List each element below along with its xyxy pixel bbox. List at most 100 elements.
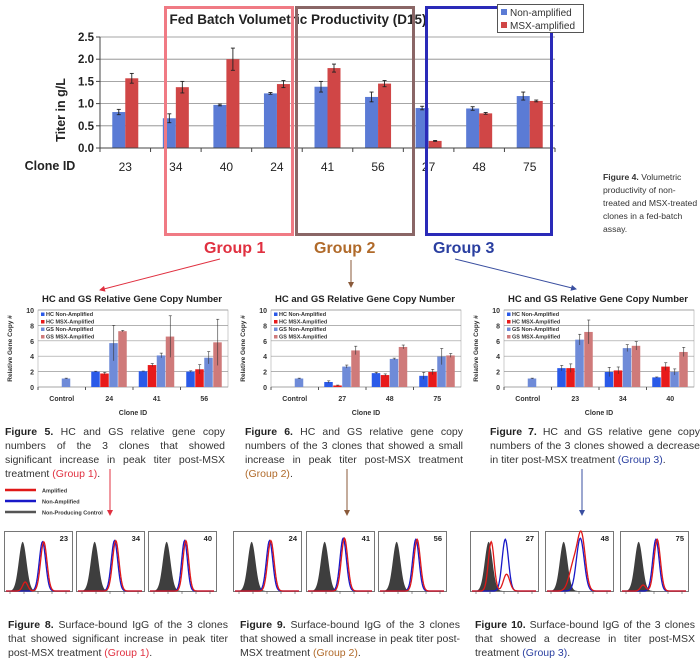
bar-non-amplified bbox=[365, 96, 379, 148]
group2-box bbox=[295, 6, 415, 236]
control-histogram bbox=[547, 541, 611, 591]
bar-non-amplified bbox=[314, 86, 328, 148]
fig6-caption-label: Figure 6. bbox=[245, 426, 293, 438]
chart-title: HC and GS Relative Gene Copy Number bbox=[275, 294, 455, 305]
legend-label: HC MSX-Amplified bbox=[46, 320, 94, 326]
bar-hc-msx-amplified bbox=[100, 373, 109, 387]
y-tick-label: 4 bbox=[263, 354, 267, 361]
bar-gs-msx-amplified bbox=[446, 355, 455, 387]
y-tick-label: 2.5 bbox=[78, 32, 95, 44]
fig7-caption-text: HC and GS relative gene copy numbers of … bbox=[490, 426, 700, 466]
x-tick-label: 56 bbox=[200, 396, 208, 403]
x-tick-label: Control bbox=[49, 396, 74, 403]
x-tick-label: 48 bbox=[472, 160, 486, 174]
legend-swatch bbox=[41, 335, 45, 339]
y-tick-label: 0 bbox=[30, 385, 34, 392]
fig5-caption: Figure 5. HC and GS relative gene copy n… bbox=[5, 425, 225, 481]
y-tick-label: 2 bbox=[496, 370, 500, 377]
x-tick-label: 41 bbox=[321, 160, 335, 174]
legend-swatch bbox=[507, 335, 511, 339]
fig9-group-ref: (Group 2) bbox=[312, 647, 358, 659]
y-tick-label: 10 bbox=[26, 308, 34, 315]
bar-non-amplified bbox=[263, 93, 277, 148]
control-histogram bbox=[235, 541, 299, 591]
bar-msx-amplified bbox=[378, 83, 392, 148]
fig8-caption: Figure 8. Surface-bound IgG of the 3 clo… bbox=[8, 618, 228, 660]
clone-label: 75 bbox=[676, 534, 684, 543]
x-tick-label: Control bbox=[515, 396, 540, 403]
y-tick-label: 1.5 bbox=[78, 76, 95, 88]
bar-hc-non-amplified bbox=[186, 371, 195, 387]
control-histogram bbox=[622, 541, 686, 591]
fig4-legend: Non-amplified MSX-amplified bbox=[497, 4, 584, 33]
y-tick-label: 0.0 bbox=[78, 143, 94, 155]
bar-hc-non-amplified bbox=[652, 377, 661, 387]
fig9-caption-label: Figure 9. bbox=[240, 619, 286, 631]
amplified-curve bbox=[622, 538, 686, 592]
group1-label: Group 1 bbox=[204, 240, 266, 257]
histogram-panel-34: 34 bbox=[76, 531, 145, 594]
fig8-caption-label: Figure 8. bbox=[8, 619, 54, 631]
fig4-chart: Fed Batch Volumetric Productivity (D15) … bbox=[25, 4, 584, 236]
x-tick-label: 48 bbox=[386, 396, 394, 403]
bar-gs-msx-amplified bbox=[118, 331, 127, 387]
x-axis-label: Clone ID bbox=[119, 410, 147, 417]
x-tick-label: 34 bbox=[619, 396, 627, 403]
bar-msx-amplified bbox=[226, 59, 240, 149]
y-axis-label: Relative Gene Copy # bbox=[473, 315, 480, 382]
legend-label: HC Non-Amplified bbox=[279, 312, 326, 318]
clone-label: 24 bbox=[289, 534, 298, 543]
fig5-chart: HC and GS Relative Gene Copy Number02468… bbox=[7, 294, 229, 417]
histogram-panel-27: 27 bbox=[470, 531, 539, 594]
group3-box bbox=[425, 6, 553, 236]
bar-gs-non-amplified bbox=[575, 339, 584, 387]
y-tick-label: 0 bbox=[496, 385, 500, 392]
fig4-caption: Figure 4. Volumetric productivity of non… bbox=[603, 171, 700, 236]
fig6-chart: HC and GS Relative Gene Copy Number 0 2 4 6 8… bbox=[240, 294, 462, 417]
legend-label: GS Non-Amplified bbox=[46, 327, 93, 333]
clone-label: 23 bbox=[60, 534, 68, 543]
group3-arrow bbox=[454, 258, 577, 291]
fig5-group-ref: (Group 1) bbox=[52, 468, 98, 480]
y-tick-label: 8 bbox=[30, 323, 34, 330]
x-tick-label: 40 bbox=[220, 160, 234, 174]
bar-hc-msx-amplified bbox=[380, 375, 390, 387]
legend-label-non-amplified: Non-amplified bbox=[510, 8, 572, 19]
bar-gs-msx-amplified bbox=[679, 351, 688, 387]
bar-hc-msx-amplified bbox=[147, 365, 157, 387]
legend-label: GS Non-Amplified bbox=[512, 327, 559, 333]
y-tick-label: 6 bbox=[30, 339, 34, 346]
x-tick-label: 75 bbox=[523, 160, 537, 174]
bar-msx-amplified bbox=[175, 87, 189, 148]
x-axis-label: Clone ID bbox=[585, 410, 613, 417]
x-tick-label: 23 bbox=[119, 160, 133, 174]
bar-non-amplified bbox=[466, 108, 480, 148]
fig10-caption-text: Surface-bound IgG of the 3 clones that s… bbox=[475, 619, 695, 659]
bar-gs-non-amplified bbox=[622, 348, 632, 387]
bar-hc-non-amplified bbox=[371, 373, 381, 387]
bar-hc-msx-amplified bbox=[333, 385, 342, 387]
control-histogram bbox=[6, 541, 70, 591]
bar-hc-non-amplified bbox=[419, 375, 428, 387]
bar-hc-msx-amplified bbox=[428, 371, 437, 387]
y-tick-label: 2 bbox=[30, 370, 34, 377]
bar-hc-msx-amplified bbox=[661, 366, 670, 387]
x-tick-label: 75 bbox=[433, 396, 441, 403]
histogram-panel-23: 23 bbox=[4, 531, 73, 594]
y-tick-label: 10 bbox=[259, 308, 267, 315]
amplified-curve bbox=[472, 540, 536, 592]
bar-gs-non-amplified bbox=[109, 343, 118, 387]
control-histogram bbox=[472, 541, 536, 591]
control-histogram bbox=[78, 541, 142, 591]
fig4-y-ticks: 0.0 0.5 1.0 1.5 2.0 2.5 bbox=[78, 32, 95, 155]
y-axis-label: Relative Gene Copy # bbox=[7, 315, 14, 382]
control-histogram bbox=[150, 541, 214, 591]
y-tick-label: 2.0 bbox=[78, 54, 94, 66]
legend-swatch bbox=[274, 327, 278, 331]
legend-label: HC MSX-Amplified bbox=[512, 320, 560, 326]
y-tick-label: 2 bbox=[263, 370, 267, 377]
fig5-caption-tail: . bbox=[97, 468, 101, 480]
legend-label: GS Non-Amplified bbox=[279, 327, 326, 333]
fig5-caption-text: HC and GS relative gene copy numbers of … bbox=[5, 426, 225, 480]
bar-gs-msx-amplified bbox=[351, 350, 360, 387]
